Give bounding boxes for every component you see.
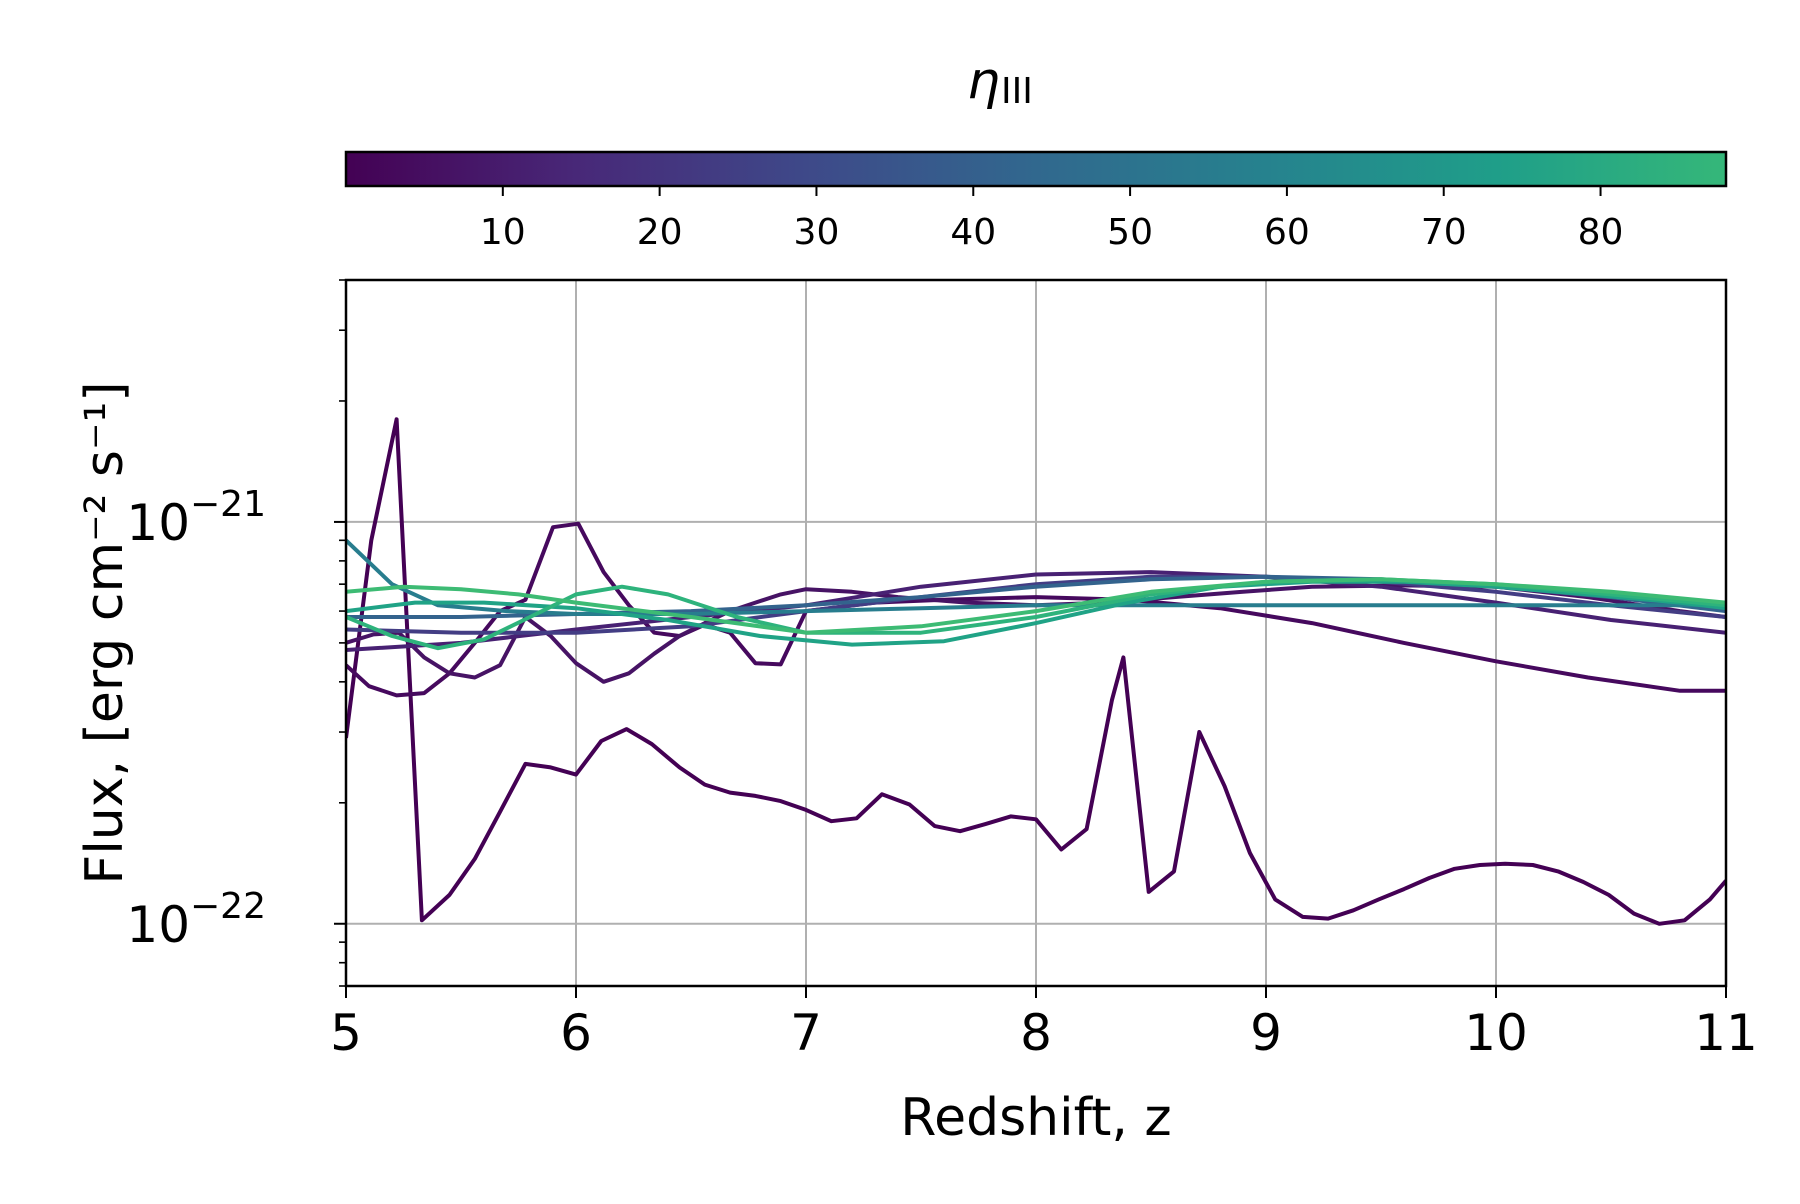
colorbar-tick-label: 50: [1107, 212, 1153, 253]
colorbar-gradient: [344, 150, 1728, 188]
plot-area: 5 6 7 8 9 10 11 10−22 10−21: [126, 278, 1758, 1062]
x-axis-label: Redshift, z: [900, 1088, 1171, 1148]
x-tick-label: 10: [1464, 1004, 1528, 1062]
y-tick-label: 10−22: [126, 886, 266, 954]
x-tick-label: 11: [1694, 1004, 1758, 1062]
series-line: [346, 579, 1726, 647]
colorbar-label: η: [967, 51, 1000, 111]
series-lines: [346, 417, 1726, 926]
x-tick-label: 5: [330, 1004, 362, 1062]
x-axis-ticks: 5 6 7 8 9 10 11: [330, 986, 1758, 1062]
y-axis-ticks: 10−22 10−21: [126, 279, 346, 987]
colorbar: η III 10 20 30 40 50 60 70 80: [344, 51, 1728, 253]
colorbar-tick-label: 20: [637, 212, 683, 253]
colorbar-label-subscript: III: [1001, 71, 1033, 112]
x-tick-label: 6: [560, 1004, 592, 1062]
colorbar-ticks: 10 20 30 40 50 60 70 80: [480, 186, 1624, 253]
colorbar-tick-label: 40: [950, 212, 996, 253]
y-tick-label: 10−21: [126, 484, 266, 552]
colorbar-tick-label: 30: [794, 212, 840, 253]
series-line: [346, 570, 1726, 652]
grid: [345, 280, 1727, 986]
series-line: [346, 538, 1726, 616]
x-tick-label: 9: [1250, 1004, 1282, 1062]
colorbar-tick-label: 10: [480, 212, 526, 253]
y-axis-label: Flux, [erg cm⁻² s⁻¹]: [75, 381, 135, 884]
colorbar-tick-label: 60: [1264, 212, 1310, 253]
series-line: [346, 574, 1726, 635]
colorbar-tick-label: 80: [1578, 212, 1624, 253]
x-tick-label: 7: [790, 1004, 822, 1062]
x-tick-label: 8: [1020, 1004, 1052, 1062]
series-line: [346, 577, 1726, 635]
series-line: [346, 417, 1726, 926]
colorbar-tick-label: 70: [1421, 212, 1467, 253]
